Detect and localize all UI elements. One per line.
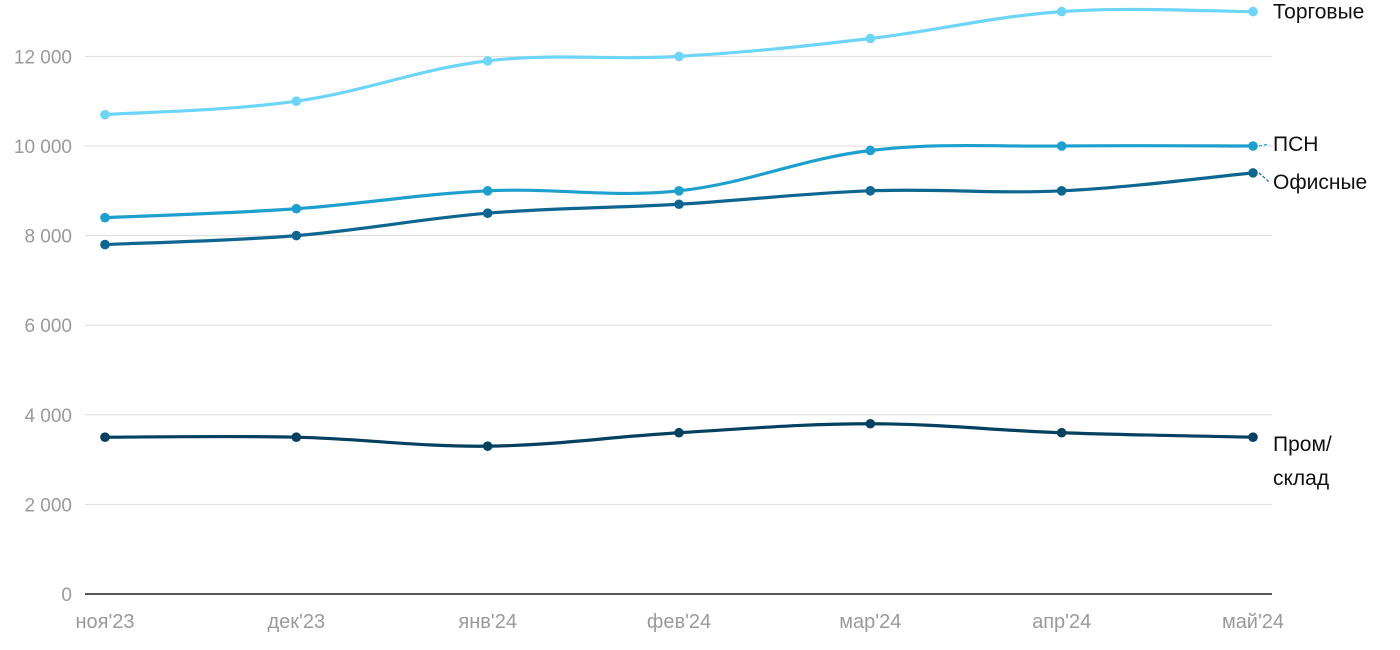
data-point bbox=[482, 441, 493, 451]
y-tick-label: 12 000 bbox=[14, 47, 72, 68]
y-tick-label: 4 000 bbox=[24, 406, 72, 427]
data-point bbox=[865, 186, 876, 196]
series-label-line: Торговые bbox=[1273, 1, 1364, 24]
data-point bbox=[291, 432, 302, 443]
data-point bbox=[674, 51, 684, 62]
data-point bbox=[1056, 6, 1067, 17]
series-line bbox=[103, 7, 1255, 117]
x-tick-label: дек'23 bbox=[268, 611, 326, 633]
series-label: Пром/склад bbox=[1273, 433, 1332, 490]
data-point bbox=[100, 239, 110, 250]
data-point bbox=[482, 208, 493, 218]
data-point bbox=[291, 230, 302, 241]
data-point bbox=[674, 427, 684, 438]
y-tick-label: 8 000 bbox=[24, 227, 72, 248]
data-point bbox=[1248, 6, 1258, 17]
data-point bbox=[865, 33, 876, 44]
data-point bbox=[865, 145, 876, 156]
y-tick-label: 6 000 bbox=[24, 316, 72, 337]
data-point bbox=[1248, 432, 1258, 443]
series-label-line: Пром/ bbox=[1273, 433, 1332, 456]
x-tick-label: апр'24 bbox=[1032, 611, 1091, 633]
label-leader-line bbox=[1258, 143, 1270, 147]
data-point bbox=[1056, 141, 1067, 151]
y-tick-label: 0 bbox=[61, 585, 72, 606]
x-tick-label: май'24 bbox=[1222, 611, 1284, 633]
x-tick-label: мар'24 bbox=[839, 611, 901, 633]
label-leader-line bbox=[1258, 172, 1270, 183]
series-label: ПСН bbox=[1273, 133, 1318, 156]
y-tick-label: 10 000 bbox=[14, 137, 72, 158]
series-label-line: склад bbox=[1273, 467, 1329, 490]
data-point bbox=[1248, 168, 1258, 178]
x-tick-label: янв'24 bbox=[458, 611, 517, 633]
data-point bbox=[674, 199, 684, 210]
data-point bbox=[674, 186, 684, 196]
data-point bbox=[482, 186, 493, 196]
data-point bbox=[100, 109, 110, 120]
data-point bbox=[1056, 427, 1067, 438]
data-point bbox=[482, 56, 493, 66]
series-label: Торговые bbox=[1273, 1, 1364, 24]
data-point bbox=[1056, 186, 1067, 196]
data-point bbox=[100, 432, 110, 443]
series-label: Офисные bbox=[1273, 171, 1367, 194]
series-label-line: Офисные bbox=[1273, 171, 1367, 194]
data-point bbox=[291, 96, 302, 106]
data-point bbox=[100, 212, 110, 223]
y-tick-label: 2 000 bbox=[24, 495, 72, 516]
data-point bbox=[291, 203, 302, 214]
series-label-line: ПСН bbox=[1273, 133, 1318, 156]
x-tick-label: фев'24 bbox=[647, 611, 711, 633]
data-point bbox=[865, 418, 876, 429]
x-tick-label: ноя'23 bbox=[75, 611, 134, 633]
data-point bbox=[1248, 141, 1258, 151]
